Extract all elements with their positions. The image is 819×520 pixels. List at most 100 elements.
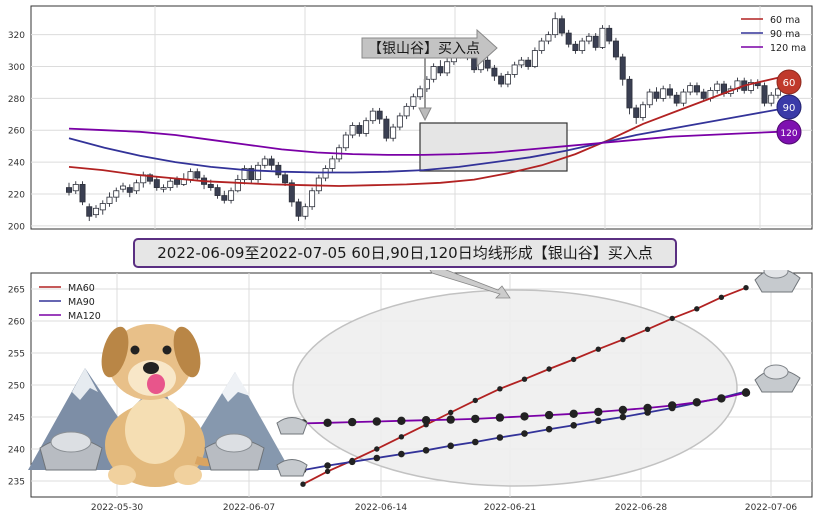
candle-body <box>383 118 390 139</box>
candle-body <box>133 182 140 192</box>
candle-body <box>106 196 113 204</box>
series-point-ma60 <box>497 386 503 392</box>
candle-body <box>255 164 262 181</box>
title-banner: 2022-06-09至2022-07-05 60日,90日,120日均线形成【银… <box>133 238 677 268</box>
candle-body <box>153 179 160 188</box>
bottom-x-tick-label: 2022-06-07 <box>223 503 275 513</box>
candle-body <box>761 85 768 104</box>
series-point-ma120 <box>471 414 480 424</box>
series-point-ma90 <box>398 450 405 458</box>
candle-body <box>113 190 120 198</box>
bottom-y-tick-labels: 235 240 245 250 255 260 265 <box>8 286 25 488</box>
series-point-ma120 <box>594 407 603 417</box>
series-point-ma90 <box>447 442 455 450</box>
candle-body <box>174 179 181 185</box>
candle-body <box>714 83 721 91</box>
series-point-ma120 <box>544 410 554 420</box>
bottom-y-tick-label: 260 <box>8 318 25 328</box>
candle-body <box>241 168 248 181</box>
candle-body <box>228 190 235 201</box>
candle-body <box>565 32 572 45</box>
candle-body <box>579 40 586 52</box>
top-y-tick-label: 280 <box>8 95 25 105</box>
top-y-tick-labels: 200 220 240 260 280 300 320 <box>8 31 25 232</box>
series-point-ma60 <box>718 294 725 300</box>
candle-body <box>471 56 478 71</box>
legend-label-ma60: MA60 <box>68 283 95 294</box>
series-point-ma90 <box>521 430 528 437</box>
candle-body <box>99 203 106 211</box>
annotation-arrow <box>361 28 498 68</box>
legend-label-90ma: 90 ma <box>770 29 800 40</box>
bottom-x-tick-label: 2022-05-30 <box>91 503 144 513</box>
series-point-ma120 <box>323 418 332 427</box>
top-legend: 60 ma 90 ma 120 ma <box>741 15 806 54</box>
candle-body <box>491 67 498 77</box>
candle-body <box>410 96 417 107</box>
candle-body <box>167 180 174 188</box>
candle-body <box>396 115 403 128</box>
candle-body <box>302 206 309 217</box>
series-point-ma120 <box>495 413 505 422</box>
candle-body <box>606 27 613 42</box>
bottom-y-tick-label: 235 <box>8 478 25 488</box>
candle-body <box>612 40 619 58</box>
legend-label-120ma: 120 ma <box>770 43 806 54</box>
end-badge-120: 120 <box>776 119 802 145</box>
series-point-ma60 <box>448 409 454 416</box>
candle-body <box>768 94 775 104</box>
candle-body <box>275 164 282 176</box>
bottom-legend: MA60 MA90 MA120 <box>39 283 101 322</box>
silver-ingot-markers <box>276 270 801 477</box>
candle-body <box>356 125 363 134</box>
candle-body <box>633 107 640 118</box>
candle-body <box>599 27 606 48</box>
candle-body <box>369 110 376 122</box>
bottom-x-tick-label: 2022-07-06 <box>745 503 798 513</box>
series-point-ma60 <box>694 306 700 312</box>
candle-body <box>504 74 511 85</box>
bottom-ma-chart: 235 240 245 250 255 260 265 2022-05-30 2022-06-… <box>8 270 813 513</box>
candle-body <box>207 183 214 188</box>
candle-body <box>248 168 255 181</box>
top-candlestick-chart: 200 220 240 260 280 300 320 【银山谷】买入点 60 ma 90 … <box>8 5 813 232</box>
svg-text:120: 120 <box>780 129 797 139</box>
candle-body <box>126 187 133 193</box>
candle-body <box>693 85 700 93</box>
end-badge-90: 90 <box>776 94 802 120</box>
series-point-ma90 <box>619 413 627 421</box>
top-y-tick-label: 320 <box>8 31 25 41</box>
candle-body <box>66 187 73 193</box>
series-point-ma60 <box>324 468 331 475</box>
bottom-y-tick-label: 255 <box>8 350 25 360</box>
candle-body <box>498 75 505 85</box>
bottom-y-tick-label: 250 <box>8 382 25 392</box>
candle-body <box>558 18 565 34</box>
dog-decoration <box>101 324 218 487</box>
series-point-ma60 <box>644 326 651 332</box>
legend-label-ma120: MA120 <box>68 311 101 322</box>
candle-body <box>403 105 410 117</box>
candle-body <box>673 94 680 104</box>
candle-body <box>639 104 646 118</box>
candle-body <box>417 88 424 98</box>
series-point-ma120 <box>446 415 455 424</box>
series-point-ma90 <box>545 425 553 433</box>
series-point-ma90 <box>595 417 602 425</box>
candle-body <box>666 88 673 96</box>
candle-body <box>288 182 295 203</box>
bottom-x-tick-label: 2022-06-14 <box>355 503 408 513</box>
candle-body <box>511 64 518 75</box>
ma-line-120ma <box>68 127 779 156</box>
candle-body <box>147 174 154 182</box>
series-point-ma60 <box>546 366 552 372</box>
series-point-ma60 <box>595 346 601 352</box>
candle-body <box>72 183 79 192</box>
candle-body <box>309 190 316 208</box>
candle-body <box>592 35 599 48</box>
ma-line-60ma <box>68 76 779 187</box>
candle-body <box>646 91 653 106</box>
candle-body <box>538 40 545 52</box>
bottom-y-tick-label: 265 <box>8 286 25 296</box>
candle-body <box>626 78 633 109</box>
